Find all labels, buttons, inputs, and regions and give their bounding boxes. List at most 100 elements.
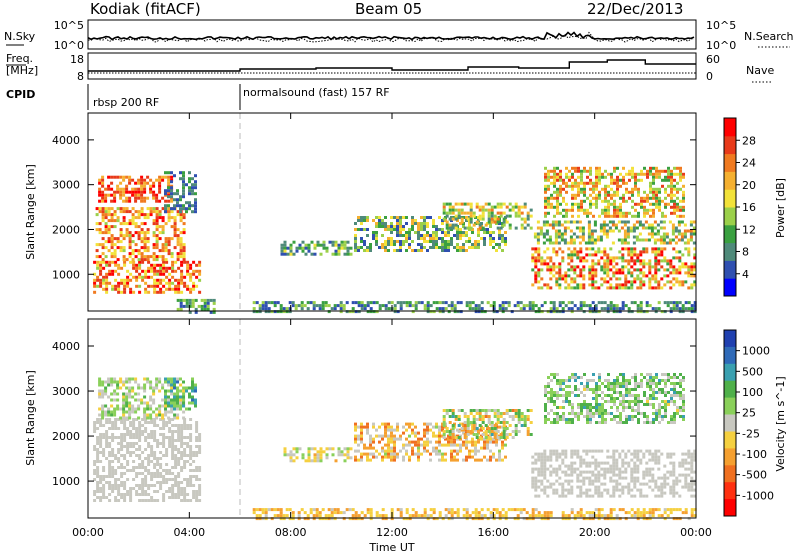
power-cell <box>200 298 204 302</box>
power-cell <box>689 235 693 239</box>
power-cell <box>463 226 467 230</box>
power-cell <box>450 216 453 219</box>
velocity-cell <box>167 395 170 399</box>
velocity-cell <box>132 427 136 430</box>
velocity-cell <box>369 440 372 444</box>
power-cell <box>594 310 598 314</box>
velocity-cell <box>487 421 491 424</box>
velocity-cell <box>165 472 169 475</box>
power-cell <box>540 286 544 290</box>
velocity-cell <box>489 422 492 426</box>
power-cell <box>649 172 652 176</box>
power-cell <box>601 211 604 215</box>
velocity-cell <box>393 428 396 432</box>
power-cell <box>487 211 491 215</box>
velocity-cell <box>489 458 492 462</box>
velocity-cell <box>149 380 153 384</box>
power-cell <box>186 272 190 276</box>
power-cell <box>571 196 574 200</box>
velocity-cell <box>131 389 135 393</box>
power-cell <box>122 249 126 253</box>
velocity-cell <box>442 409 446 412</box>
velocity-cell <box>195 439 199 442</box>
velocity-cell <box>408 422 411 426</box>
power-cell <box>686 229 690 233</box>
velocity-cell <box>393 434 396 438</box>
power-cell <box>182 174 185 178</box>
velocity-cell <box>450 511 454 515</box>
velocity-cell <box>170 401 173 405</box>
velocity-cell <box>192 460 196 463</box>
power-cell <box>375 216 378 219</box>
power-cell <box>565 166 568 170</box>
power-cell <box>463 211 467 215</box>
power-cell <box>547 199 550 203</box>
freq-trace <box>88 59 696 72</box>
velocity-cell <box>663 479 667 483</box>
velocity-cell <box>147 421 151 424</box>
power-cell <box>378 225 381 228</box>
velocity-cell <box>375 514 379 518</box>
velocity-cell <box>120 481 124 484</box>
power-cell <box>417 228 420 231</box>
velocity-cell <box>517 421 521 424</box>
power-cell <box>689 238 693 242</box>
velocity-cell <box>185 389 188 393</box>
velocity-cell <box>171 496 175 499</box>
velocity-cell <box>567 491 571 495</box>
power-cell <box>650 229 654 233</box>
power-cell <box>556 178 559 182</box>
power-cell <box>621 259 625 263</box>
power-cell <box>149 255 153 259</box>
power-cell <box>547 169 550 173</box>
power-cell <box>656 229 660 233</box>
velocity-cell <box>195 499 199 502</box>
velocity-cell <box>319 456 323 460</box>
velocity-cell <box>128 410 132 414</box>
power-cell <box>448 208 452 212</box>
velocity-cell <box>168 439 172 442</box>
velocity-cell <box>484 412 488 415</box>
power-cell <box>661 178 664 182</box>
power-cell <box>414 307 418 311</box>
velocity-cell <box>402 443 405 447</box>
power-cell <box>493 220 497 224</box>
power-cell <box>543 259 547 263</box>
power-cell <box>146 181 150 185</box>
velocity-cell <box>543 464 547 468</box>
velocity-cell <box>426 449 429 453</box>
velocity-cell <box>99 496 103 499</box>
velocity-cell <box>474 517 478 521</box>
power-cell <box>649 184 652 188</box>
velocity-cell <box>618 482 622 486</box>
velocity-cell <box>624 455 628 459</box>
power-cell <box>98 228 102 232</box>
velocity-cell <box>343 453 347 457</box>
velocity-cell <box>170 380 174 384</box>
velocity-cell <box>132 478 136 481</box>
power-cell <box>579 307 583 311</box>
velocity-cell <box>502 424 506 427</box>
power-cell <box>547 211 550 215</box>
velocity-cell <box>125 380 129 384</box>
velocity-cell <box>119 380 123 384</box>
power-cell <box>363 243 366 246</box>
velocity-cell <box>609 470 613 474</box>
velocity-cell <box>123 496 127 499</box>
power-cell <box>457 208 461 212</box>
power-cell <box>183 281 187 285</box>
power-cell <box>592 184 595 188</box>
power-cell <box>105 260 109 264</box>
power-cell <box>453 246 456 249</box>
velocity-cell <box>609 467 613 471</box>
power-cell <box>180 281 184 285</box>
power-cell <box>520 217 524 221</box>
velocity-cell <box>331 453 335 457</box>
velocity-cell <box>597 476 601 480</box>
velocity-cell <box>561 488 565 492</box>
power-cell <box>551 223 555 227</box>
velocity-cell <box>138 448 142 451</box>
power-cell <box>456 234 459 237</box>
velocity-cell <box>684 458 688 462</box>
velocity-cell <box>390 458 393 462</box>
